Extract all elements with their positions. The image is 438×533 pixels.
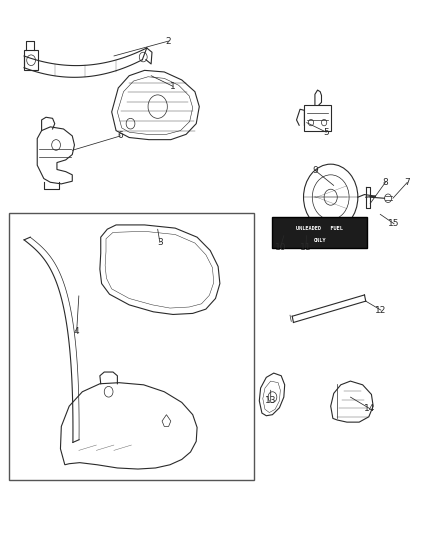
Bar — [9, 213, 254, 480]
Text: 1: 1 — [170, 82, 176, 91]
Text: 4: 4 — [74, 327, 79, 336]
Text: 12: 12 — [375, 306, 387, 314]
Bar — [24, 50, 38, 70]
Text: 5: 5 — [323, 128, 329, 136]
Text: 8: 8 — [382, 178, 389, 187]
Text: 13: 13 — [265, 397, 276, 405]
Text: UNLEADED   FUEL: UNLEADED FUEL — [296, 226, 343, 231]
Text: 15: 15 — [389, 220, 400, 228]
Text: ONLY: ONLY — [313, 238, 326, 243]
Text: 10: 10 — [275, 244, 286, 252]
Bar — [304, 105, 331, 131]
Text: 14: 14 — [364, 405, 376, 413]
Text: 2: 2 — [166, 37, 171, 45]
Text: 6: 6 — [117, 132, 124, 140]
Text: 11: 11 — [300, 244, 311, 252]
Text: 9: 9 — [312, 166, 318, 175]
Text: 7: 7 — [404, 178, 410, 187]
Bar — [272, 217, 367, 248]
Text: 3: 3 — [157, 238, 163, 247]
